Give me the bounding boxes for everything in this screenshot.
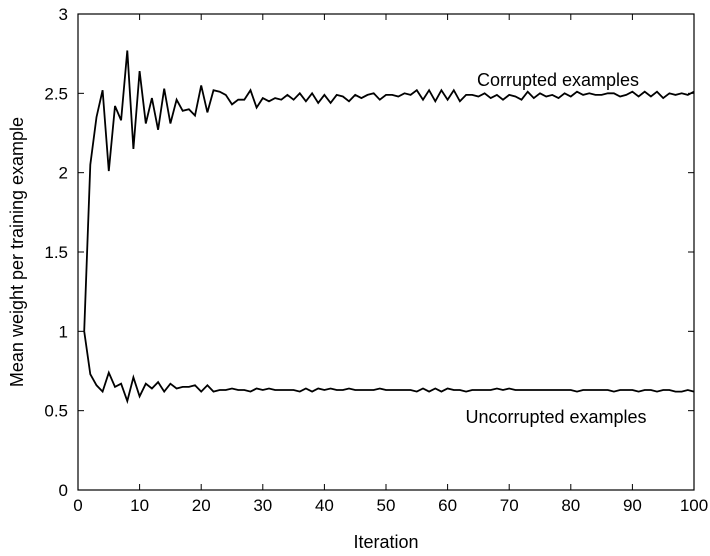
y-tick-label: 3 bbox=[59, 5, 68, 24]
x-tick-label: 10 bbox=[130, 496, 149, 515]
x-tick-label: 60 bbox=[438, 496, 457, 515]
axis-ticks bbox=[77, 13, 695, 491]
x-tick-label: 30 bbox=[253, 496, 272, 515]
x-tick-label: 80 bbox=[561, 496, 580, 515]
y-tick-label: 1.5 bbox=[44, 243, 68, 262]
y-tick-label: 2.5 bbox=[44, 84, 68, 103]
y-tick-label: 2 bbox=[59, 164, 68, 183]
x-tick-label: 50 bbox=[377, 496, 396, 515]
y-tick-label: 0.5 bbox=[44, 402, 68, 421]
y-axis-title: Mean weight per training example bbox=[7, 117, 27, 387]
x-tick-label: 90 bbox=[623, 496, 642, 515]
y-tick-label: 1 bbox=[59, 322, 68, 341]
x-axis-title: Iteration bbox=[353, 532, 418, 552]
axis-tick-labels: 0 10 20 30 40 50 60 70 80 90 100 0 0.5 1 1.5 2 2.5 3 bbox=[44, 5, 708, 515]
x-tick-label: 70 bbox=[500, 496, 519, 515]
x-tick-label: 20 bbox=[192, 496, 211, 515]
annotation-corrupted-examples: Corrupted examples bbox=[477, 70, 639, 90]
uncorrupted-series-line bbox=[83, 331, 695, 405]
x-tick-label: 0 bbox=[73, 496, 82, 515]
x-tick-label: 100 bbox=[680, 496, 708, 515]
x-tick-label: 40 bbox=[315, 496, 334, 515]
annotation-uncorrupted-examples: Uncorrupted examples bbox=[465, 407, 646, 427]
y-tick-label: 0 bbox=[59, 481, 68, 500]
corrupted-series-line bbox=[83, 50, 695, 332]
data-series bbox=[83, 50, 695, 405]
